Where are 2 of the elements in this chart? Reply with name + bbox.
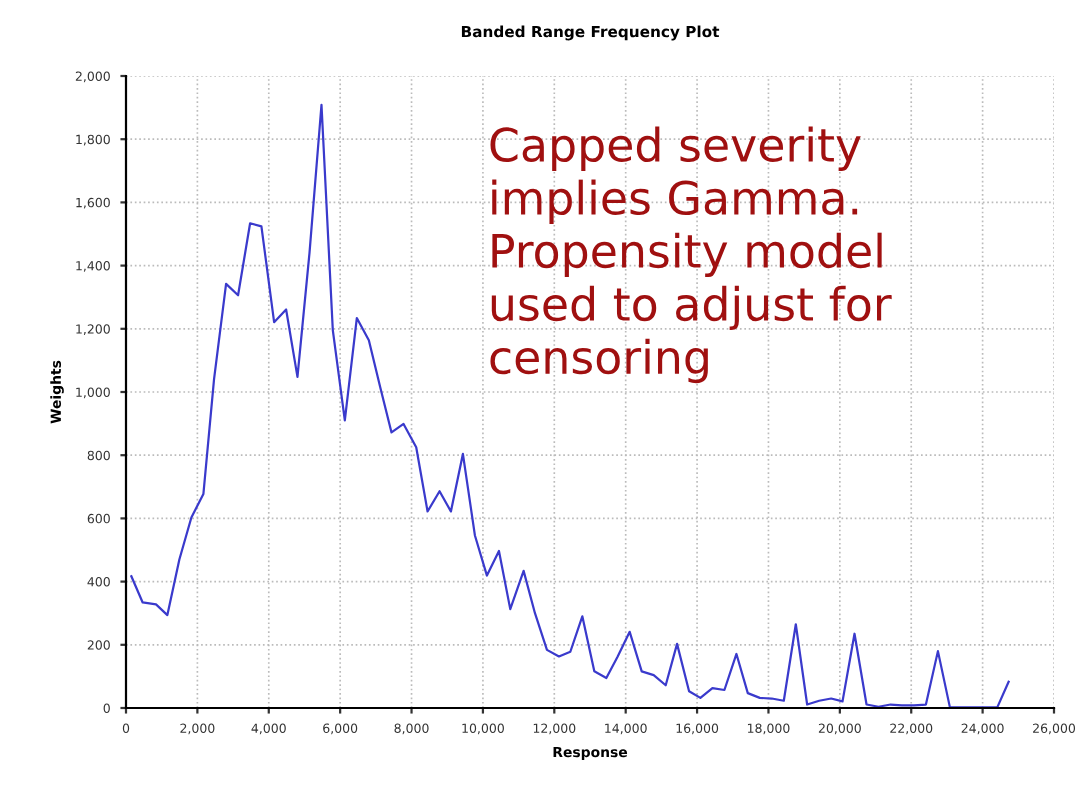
line-series: [130, 103, 1010, 708]
annotation: Capped severity implies Gamma. Propensity model used to adjust for censoring: [490, 126, 892, 384]
